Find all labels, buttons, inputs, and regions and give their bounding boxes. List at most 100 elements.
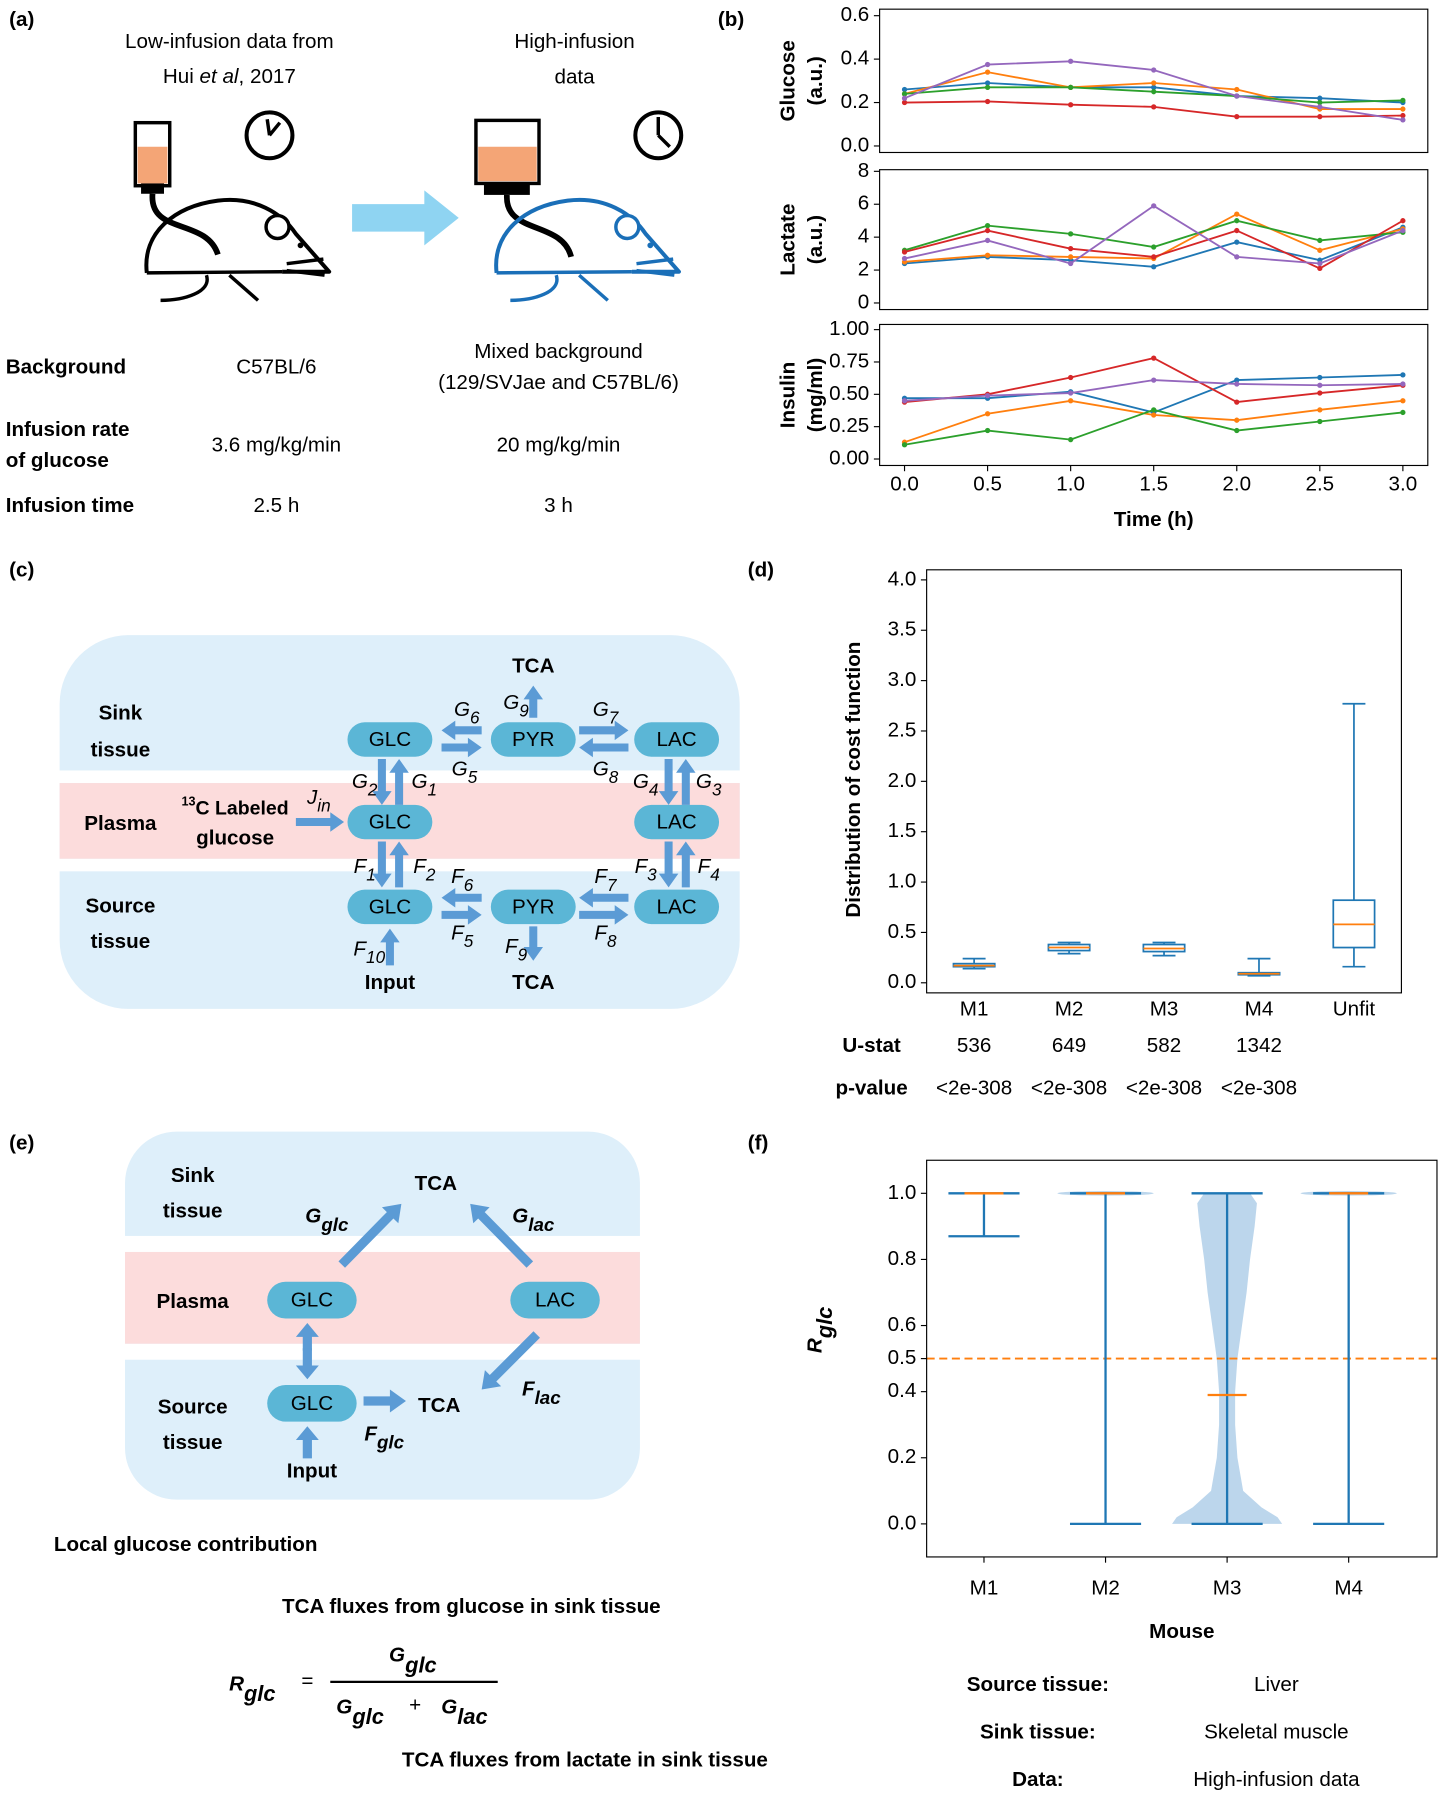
flow-arrow: [372, 841, 392, 888]
info-value: High-infusion data: [1193, 1768, 1360, 1791]
flux-label-part: lac: [528, 1214, 555, 1235]
flux-label: Rglc: [804, 1307, 837, 1353]
flow-arrow: [295, 1426, 319, 1459]
point: [984, 61, 991, 68]
x-tick-label: M1: [970, 1576, 999, 1599]
node-label: GLC: [369, 895, 412, 918]
flow-arrow: [295, 812, 345, 832]
node: [267, 1281, 357, 1319]
panel-label: (b): [718, 8, 744, 31]
flux-label-part: 4: [649, 779, 659, 799]
flux-label-part: G: [412, 771, 428, 794]
flux-label: G9: [503, 691, 529, 720]
y-tick-label: 6: [858, 192, 869, 215]
point: [1068, 246, 1074, 252]
clock-hands: [656, 116, 671, 148]
bottle-cap: [141, 183, 164, 194]
clock: [633, 110, 684, 161]
flux-label-part: F: [698, 855, 712, 878]
info-label: Sink tissue:: [980, 1720, 1096, 1743]
flux-label-part: 2: [425, 864, 436, 884]
x-tick-label: M1: [960, 998, 989, 1021]
node: [634, 722, 720, 757]
reference-label: 0.5: [888, 1346, 917, 1369]
flow-arrow: [676, 841, 696, 888]
formula-title: Local glucose contribution: [54, 1533, 318, 1556]
node: [490, 722, 576, 757]
region-label: tissue: [91, 930, 151, 953]
y-axis-label: Insulin: [776, 362, 799, 428]
point: [1400, 372, 1406, 378]
point: [901, 398, 908, 404]
bottle-fill: [137, 146, 168, 184]
tube: [149, 193, 221, 256]
p-value: <2e-308: [1221, 1077, 1297, 1100]
flux-label-part: 7: [607, 874, 618, 894]
panel-label: (f): [748, 1132, 769, 1155]
mouse-ear: [614, 213, 641, 241]
point: [1317, 114, 1323, 120]
low-infusion-citation: Hui et al, 2017: [163, 65, 296, 88]
point: [1400, 398, 1406, 404]
y-tick-label: 1.0: [888, 870, 917, 893]
plot-frame: [926, 569, 1402, 994]
high-infusion-illustration: [474, 110, 684, 303]
glucose-note: TCA fluxes from glucose in sink tissue: [282, 1595, 661, 1618]
point: [1151, 203, 1157, 209]
point: [984, 227, 991, 234]
table-low: 3.6 mg/kg/min: [212, 433, 342, 456]
mouse-details: [496, 257, 675, 303]
y-axis-label: (a.u.): [804, 215, 827, 264]
point: [1068, 436, 1074, 443]
flux-label-part: G: [305, 1205, 321, 1228]
formula-plus: +: [409, 1693, 421, 1716]
flow-arrow: [338, 1203, 402, 1268]
point: [901, 442, 908, 448]
y-axis-label: Distribution of cost function: [842, 642, 865, 918]
y-tick-label: 4.0: [888, 567, 917, 590]
p-value-label: p-value: [835, 1077, 907, 1100]
point: [984, 222, 991, 229]
node: [267, 1384, 357, 1422]
flux-label: G1: [412, 771, 438, 800]
panel-label: (e): [9, 1132, 34, 1155]
table-label: of glucose: [6, 449, 109, 472]
flux-label-part: F: [413, 855, 427, 878]
node: [347, 889, 433, 925]
flow-arrow: [389, 841, 409, 888]
flux-label: G5: [452, 758, 478, 787]
flux-label-part: G: [696, 771, 712, 794]
flux-label-part: glc: [243, 1681, 276, 1706]
point: [1317, 265, 1323, 272]
point: [1317, 418, 1323, 425]
p-value: <2e-308: [1126, 1077, 1202, 1100]
point: [1234, 381, 1240, 387]
y-tick-label: 0.0: [888, 1511, 917, 1534]
flow-arrow: [658, 841, 679, 888]
point: [984, 237, 991, 244]
point: [1400, 218, 1406, 224]
flux-label-part: F: [451, 922, 465, 945]
region-label: Source: [158, 1395, 228, 1418]
point: [1151, 104, 1157, 110]
y-tick-label: 4: [858, 225, 869, 248]
flux-label: F2: [413, 855, 436, 884]
info-value: Skeletal muscle: [1204, 1720, 1348, 1743]
point: [1317, 99, 1323, 106]
table-label: Infusion time: [6, 494, 134, 517]
point: [1400, 106, 1406, 112]
point: [1234, 114, 1240, 120]
y-tick-label: 1.5: [888, 819, 917, 842]
info-label: Data:: [1012, 1768, 1064, 1791]
point: [1317, 407, 1323, 413]
point: [1400, 117, 1406, 123]
flux-label: F9: [505, 936, 528, 965]
flux-label-part: 6: [470, 707, 480, 727]
flux-label: G6: [454, 698, 480, 727]
region-label: tissue: [163, 1431, 223, 1454]
point: [1068, 374, 1074, 381]
point: [1151, 407, 1157, 413]
flux-label-part: lac: [535, 1387, 562, 1408]
point: [1151, 84, 1157, 90]
flux-label: F5: [451, 922, 474, 951]
